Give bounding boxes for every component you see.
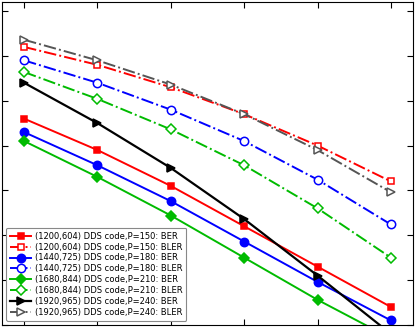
Line: (1680,844) DDS code,P=210: BER: (1680,844) DDS code,P=210: BER (21, 138, 394, 327)
(1440,725) DDS code,P=180: BER: (6, 0.005): BER: (6, 0.005) (388, 318, 393, 322)
(1920,965) DDS code,P=240: BER: (3, 0.175): BER: (3, 0.175) (168, 166, 173, 170)
(1200,604) DDS code,P=150: BER: (3, 0.155): BER: (3, 0.155) (168, 184, 173, 188)
(1440,725) DDS code,P=180: BER: (3, 0.138): BER: (3, 0.138) (168, 199, 173, 203)
(1920,965) DDS code,P=240: BLER: (3, 0.268): BLER: (3, 0.268) (168, 83, 173, 87)
(1440,725) DDS code,P=180: BLER: (5, 0.162): BLER: (5, 0.162) (315, 178, 320, 181)
Line: (1680,844) DDS code,P=210: BLER: (1680,844) DDS code,P=210: BLER (21, 69, 394, 261)
(1680,844) DDS code,P=210: BER: (5, 0.028): BER: (5, 0.028) (315, 298, 320, 302)
(1200,604) DDS code,P=150: BER: (2, 0.195): BER: (2, 0.195) (95, 148, 100, 152)
Line: (1440,725) DDS code,P=180: BLER: (1440,725) DDS code,P=180: BLER (20, 56, 395, 229)
(1680,844) DDS code,P=210: BLER: (6, 0.075): BLER: (6, 0.075) (388, 256, 393, 260)
Line: (1200,604) DDS code,P=150: BER: (1200,604) DDS code,P=150: BER (21, 115, 394, 310)
(1920,965) DDS code,P=240: BLER: (2, 0.295): BLER: (2, 0.295) (95, 59, 100, 62)
(1920,965) DDS code,P=240: BER: (2, 0.225): BER: (2, 0.225) (95, 121, 100, 125)
(1200,604) DDS code,P=150: BER: (1, 0.23): BER: (1, 0.23) (22, 117, 27, 121)
(1680,844) DDS code,P=210: BLER: (1, 0.282): BLER: (1, 0.282) (22, 70, 27, 74)
(1680,844) DDS code,P=210: BER: (1, 0.205): BER: (1, 0.205) (22, 139, 27, 143)
Line: (1920,965) DDS code,P=240: BLER: (1920,965) DDS code,P=240: BLER (20, 36, 395, 196)
(1440,725) DDS code,P=180: BLER: (1, 0.295): BLER: (1, 0.295) (22, 59, 27, 62)
(1440,725) DDS code,P=180: BER: (4, 0.093): BER: (4, 0.093) (242, 240, 247, 244)
(1680,844) DDS code,P=210: BLER: (3, 0.218): BLER: (3, 0.218) (168, 128, 173, 131)
(1440,725) DDS code,P=180: BLER: (6, 0.112): BLER: (6, 0.112) (388, 222, 393, 226)
Line: (1200,604) DDS code,P=150: BLER: (1200,604) DDS code,P=150: BLER (21, 43, 394, 185)
(1440,725) DDS code,P=180: BLER: (3, 0.24): BLER: (3, 0.24) (168, 108, 173, 112)
(1200,604) DDS code,P=150: BER: (6, 0.02): BER: (6, 0.02) (388, 305, 393, 309)
(1200,604) DDS code,P=150: BLER: (1, 0.31): BLER: (1, 0.31) (22, 45, 27, 49)
(1200,604) DDS code,P=150: BLER: (6, 0.16): BLER: (6, 0.16) (388, 180, 393, 183)
(1920,965) DDS code,P=240: BLER: (6, 0.148): BLER: (6, 0.148) (388, 190, 393, 194)
(1680,844) DDS code,P=210: BER: (4, 0.075): BER: (4, 0.075) (242, 256, 247, 260)
(1680,844) DDS code,P=210: BER: (2, 0.165): BER: (2, 0.165) (95, 175, 100, 179)
(1920,965) DDS code,P=240: BER: (5, 0.055): BER: (5, 0.055) (315, 274, 320, 278)
(1920,965) DDS code,P=240: BER: (4, 0.118): BER: (4, 0.118) (242, 217, 247, 221)
(1200,604) DDS code,P=150: BLER: (5, 0.2): BLER: (5, 0.2) (315, 144, 320, 147)
(1920,965) DDS code,P=240: BLER: (1, 0.318): BLER: (1, 0.318) (22, 38, 27, 42)
(1920,965) DDS code,P=240: BLER: (5, 0.195): BLER: (5, 0.195) (315, 148, 320, 152)
(1440,725) DDS code,P=180: BER: (5, 0.048): BER: (5, 0.048) (315, 280, 320, 284)
(1440,725) DDS code,P=180: BER: (1, 0.215): BER: (1, 0.215) (22, 130, 27, 134)
(1200,604) DDS code,P=150: BER: (5, 0.065): BER: (5, 0.065) (315, 265, 320, 268)
(1680,844) DDS code,P=210: BLER: (4, 0.178): BLER: (4, 0.178) (242, 163, 247, 167)
(1680,844) DDS code,P=210: BLER: (5, 0.13): BLER: (5, 0.13) (315, 206, 320, 210)
(1200,604) DDS code,P=150: BLER: (4, 0.235): BLER: (4, 0.235) (242, 112, 247, 116)
(1200,604) DDS code,P=150: BER: (4, 0.11): BER: (4, 0.11) (242, 224, 247, 228)
(1200,604) DDS code,P=150: BLER: (3, 0.265): BLER: (3, 0.265) (168, 85, 173, 89)
(1920,965) DDS code,P=240: BER: (1, 0.27): BER: (1, 0.27) (22, 81, 27, 85)
(1440,725) DDS code,P=180: BER: (2, 0.178): BER: (2, 0.178) (95, 163, 100, 167)
(1680,844) DDS code,P=210: BLER: (2, 0.252): BLER: (2, 0.252) (95, 97, 100, 101)
Line: (1440,725) DDS code,P=180: BER: (1440,725) DDS code,P=180: BER (20, 128, 395, 325)
Legend: (1200,604) DDS code,P=150: BER, (1200,604) DDS code,P=150: BLER, (1440,725) DDS : (1200,604) DDS code,P=150: BER, (1200,60… (6, 228, 186, 321)
(1680,844) DDS code,P=210: BER: (3, 0.122): BER: (3, 0.122) (168, 214, 173, 217)
(1200,604) DDS code,P=150: BLER: (2, 0.29): BLER: (2, 0.29) (95, 63, 100, 67)
Line: (1920,965) DDS code,P=240: BER: (1920,965) DDS code,P=240: BER (20, 78, 395, 327)
(1920,965) DDS code,P=240: BLER: (4, 0.235): BLER: (4, 0.235) (242, 112, 247, 116)
(1440,725) DDS code,P=180: BLER: (2, 0.27): BLER: (2, 0.27) (95, 81, 100, 85)
(1440,725) DDS code,P=180: BLER: (4, 0.205): BLER: (4, 0.205) (242, 139, 247, 143)
